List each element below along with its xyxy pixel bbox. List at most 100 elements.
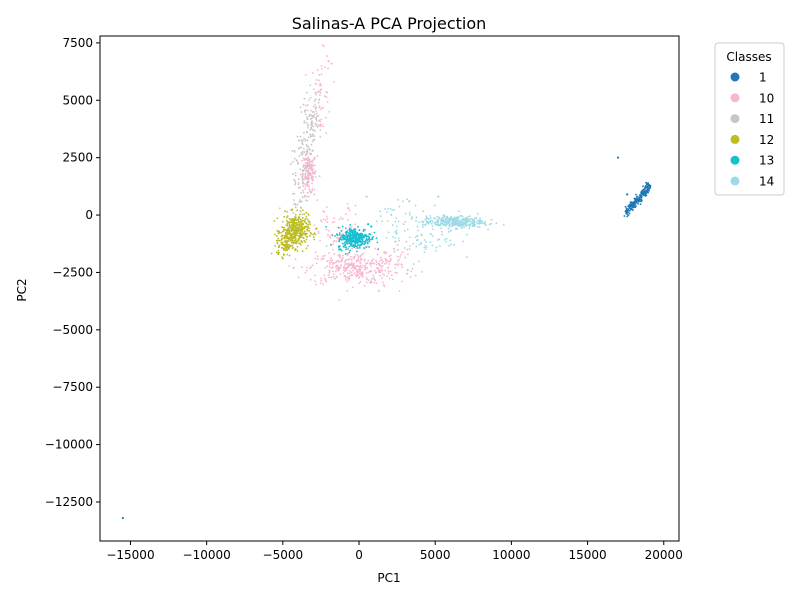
series-10-point-670 <box>411 267 414 270</box>
series-11-point-8 <box>314 122 317 125</box>
series-14-point-319 <box>454 218 456 220</box>
series-14-point-174 <box>429 217 432 219</box>
series-10-point-590 <box>338 253 341 256</box>
series-10-point-329 <box>365 281 368 284</box>
series-10-point-216 <box>318 79 320 82</box>
series-12-point-298 <box>313 232 316 235</box>
series-10-point-190 <box>304 73 307 76</box>
series-1-point-211 <box>628 205 630 208</box>
series-12-point-332 <box>292 220 295 222</box>
series-1-point-19 <box>637 202 639 205</box>
series-1-point-221 <box>616 156 620 159</box>
series-14-point-435 <box>391 224 394 226</box>
series-10-point-143 <box>297 182 300 184</box>
series-10-point-525 <box>378 260 381 263</box>
series-11-point-142 <box>297 183 300 186</box>
series-13-point-254 <box>364 240 367 243</box>
series-10-point-90 <box>304 162 307 165</box>
series-10-point-84 <box>299 173 302 176</box>
series-11-point-19 <box>297 187 300 189</box>
series-10-point-73 <box>306 184 308 187</box>
series-10-point-519 <box>344 270 346 273</box>
series-11-point-150 <box>309 133 311 136</box>
series-1-point-143 <box>642 190 644 193</box>
series-10-point-231 <box>320 277 322 280</box>
series-12-point-166 <box>277 237 280 240</box>
series-11-point-109 <box>305 91 308 94</box>
x-axis: −15000 −10000 −5000 0 5000 10000 15000 20000 <box>106 541 683 562</box>
series-10-point-260 <box>330 257 333 260</box>
series-11-point-193 <box>303 97 306 100</box>
series-13-point-90 <box>363 243 366 246</box>
series-10-point-432 <box>322 255 324 258</box>
series-12-point-272 <box>309 234 311 237</box>
series-10-point-277 <box>334 270 337 273</box>
series-1-point-205 <box>643 190 646 193</box>
series-14-point-365 <box>447 231 450 233</box>
series-11-point-140 <box>291 160 294 163</box>
series-11-point-160 <box>315 112 318 115</box>
series-14-point-436 <box>381 220 383 223</box>
series-10-point-99 <box>305 170 307 172</box>
series-12-point-119 <box>286 222 289 225</box>
series-10-point-203 <box>326 100 329 103</box>
series-12-point-335 <box>293 231 295 234</box>
series-11-point-85 <box>306 104 309 107</box>
series-14-point-244 <box>452 224 455 227</box>
y-tick-label: −10000 <box>45 438 93 452</box>
series-11-point-106 <box>306 139 309 142</box>
series-13-point-125 <box>351 231 354 234</box>
series-14-point-350 <box>398 239 401 242</box>
series-10-point-205 <box>325 132 328 134</box>
series-10-point-162 <box>324 66 326 69</box>
series-13-point-321 <box>370 225 373 228</box>
series-10-point-44 <box>302 191 305 194</box>
series-11-point-174 <box>309 164 312 167</box>
series-10-point-282 <box>365 276 368 279</box>
series-14-point-348 <box>384 208 386 210</box>
series-14-point-242 <box>447 222 449 225</box>
series-10-point-188 <box>312 88 315 91</box>
series-10-point-152 <box>307 176 310 179</box>
series-10-point-280 <box>386 275 388 278</box>
series-10-point-558 <box>338 218 341 221</box>
series-12-point-269 <box>295 248 297 251</box>
series-14-point-269 <box>426 216 429 219</box>
series-14-point-399 <box>397 237 400 240</box>
series-10-point-648 <box>398 290 401 292</box>
series-14-point-394 <box>423 251 426 254</box>
series-10-point-459 <box>371 260 374 262</box>
series-10-point-450 <box>328 276 331 279</box>
series-12-point-185 <box>300 243 302 246</box>
series-10-point-657 <box>396 243 399 246</box>
series-11-point-152 <box>306 181 309 183</box>
series-11-point-101 <box>306 118 309 121</box>
series-10-point-170 <box>315 110 318 112</box>
series-13-point-196 <box>373 231 376 234</box>
series-10-point-373 <box>320 279 323 282</box>
series-10-point-394 <box>324 280 327 282</box>
series-10-point-428 <box>333 277 336 280</box>
series-11-point-164 <box>304 139 307 142</box>
series-10-point-481 <box>354 274 357 277</box>
series-10-point-75 <box>307 173 309 175</box>
series-14-point-290 <box>474 217 476 220</box>
series-14-point-130 <box>450 215 453 218</box>
series-10-point-580 <box>317 232 320 234</box>
series-13-point-275 <box>350 245 353 247</box>
series-12-point-409 <box>280 231 282 234</box>
series-10-point-440 <box>349 269 351 272</box>
series-14-point-302 <box>476 219 479 222</box>
series-11-point-59 <box>303 164 306 167</box>
series-10-point-574 <box>325 228 328 231</box>
series-14-point-387 <box>441 230 443 233</box>
legend-marker-11 <box>730 114 740 124</box>
series-10-point-187 <box>320 73 323 76</box>
series-10-point-351 <box>367 271 370 274</box>
series-11-point-90 <box>300 139 303 141</box>
series-14-point-325 <box>462 219 465 222</box>
y-axis-label: PC2 <box>15 278 29 301</box>
series-10-point-183 <box>314 91 317 94</box>
series-10-point-191 <box>322 125 325 128</box>
series-11-point-4 <box>313 193 316 196</box>
